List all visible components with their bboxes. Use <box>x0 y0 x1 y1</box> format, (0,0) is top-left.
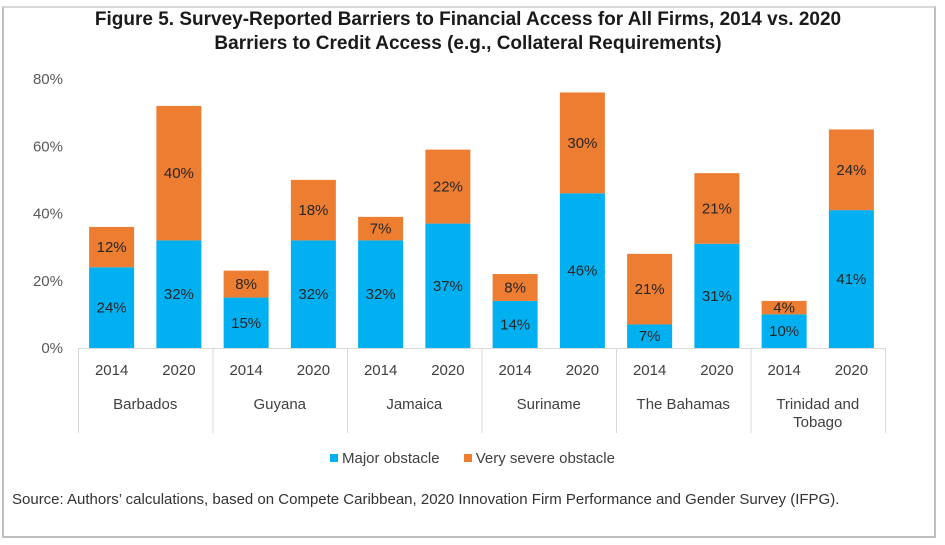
bar-major-obstacle-suriname-2014 <box>492 300 538 348</box>
bar-very-severe-obstacle-the-bahamas-2020 <box>694 173 740 244</box>
bar-very-severe-obstacle-trinidad-and-tobago-2014 <box>761 300 807 315</box>
data-label: 41% <box>836 271 866 288</box>
bar-very-severe-obstacle-jamaica-2014 <box>358 216 404 241</box>
bar-very-severe-obstacle-jamaica-2020 <box>425 149 471 224</box>
bar-major-obstacle-the-bahamas-2014 <box>627 324 673 348</box>
bar-major-obstacle-barbados-2014 <box>89 267 135 348</box>
data-label: 10% <box>769 323 799 340</box>
bar-very-severe-obstacle-suriname-2014 <box>492 274 538 301</box>
x-group-label: Tobago <box>793 414 842 431</box>
x-tick-label-year: 2020 <box>297 362 330 379</box>
data-label: 24% <box>836 162 866 179</box>
x-group-label: Guyana <box>253 396 306 413</box>
data-label: 4% <box>773 300 795 317</box>
chart-subtitle: Barriers to Credit Access (e.g., Collate… <box>214 33 722 54</box>
bar-major-obstacle-jamaica-2020 <box>425 223 471 348</box>
bar-major-obstacle-suriname-2020 <box>559 193 605 348</box>
bar-major-obstacle-barbados-2020 <box>156 240 202 348</box>
x-group-label: The Bahamas <box>637 396 730 413</box>
data-label: 22% <box>433 179 463 196</box>
legend-swatch-major-obstacle <box>330 454 339 462</box>
bar-major-obstacle-guyana-2020 <box>290 240 336 348</box>
legend-swatch-very-severe-obstacle <box>463 454 472 462</box>
legend-item-very-severe-obstacle: Very severe obstacle <box>463 449 615 467</box>
source-note: Source: Authors’ calculations, based on … <box>12 491 840 508</box>
chart-title-line1: Figure 5. Survey-Reported Barriers to Fi… <box>94 9 842 30</box>
y-tick-label: 40% <box>33 206 63 223</box>
bar-very-severe-obstacle-guyana-2014 <box>223 270 269 298</box>
data-label: 7% <box>639 328 661 345</box>
chart-title: Figure 5. Survey-Reported Barriers to Fi… <box>0 8 936 56</box>
bar-very-severe-obstacle-barbados-2014 <box>89 226 135 268</box>
data-label: 8% <box>235 276 257 293</box>
data-label: 8% <box>504 279 526 296</box>
x-tick-label-year: 2014 <box>767 362 800 379</box>
bar-major-obstacle-trinidad-and-tobago-2014 <box>761 314 807 348</box>
data-label: 32% <box>298 286 328 303</box>
x-group-label: Suriname <box>517 396 581 413</box>
x-group-label: Trinidad and <box>776 396 859 413</box>
x-tick-label-year: 2014 <box>498 362 531 379</box>
x-tick-label-year: 2020 <box>700 362 733 379</box>
bar-very-severe-obstacle-guyana-2020 <box>290 179 336 241</box>
data-label: 12% <box>97 239 127 256</box>
x-tick-label-year: 2014 <box>633 362 666 379</box>
data-label: 18% <box>298 202 328 219</box>
bar-major-obstacle-trinidad-and-tobago-2020 <box>828 210 874 348</box>
x-tick-label-year: 2020 <box>835 362 868 379</box>
data-label: 21% <box>702 200 732 217</box>
y-tick-label: 80% <box>33 71 63 88</box>
y-axis: 0% 20% 40% 60% 80% <box>33 71 63 357</box>
x-tick-label-year: 2014 <box>229 362 262 379</box>
x-tick-label-year: 2020 <box>162 362 195 379</box>
bar-major-obstacle-the-bahamas-2020 <box>694 243 740 348</box>
data-label: 30% <box>567 135 597 152</box>
x-group-label: Barbados <box>113 396 177 413</box>
x-tick-label-year: 2020 <box>431 362 464 379</box>
data-label: 46% <box>567 263 597 280</box>
data-label: 7% <box>370 221 392 238</box>
data-label: 31% <box>702 288 732 305</box>
bar-very-severe-obstacle-trinidad-and-tobago-2020 <box>828 129 874 211</box>
legend-label-major-obstacle: Major obstacle <box>342 449 440 467</box>
bar-major-obstacle-guyana-2014 <box>223 297 269 348</box>
data-label: 15% <box>231 315 261 332</box>
data-label: 40% <box>164 165 194 182</box>
data-label: 37% <box>433 278 463 295</box>
legend: Major obstacle Very severe obstacle <box>0 449 945 467</box>
x-tick-label-year: 2014 <box>95 362 128 379</box>
bars: 24% 12% 32% 40% 15% 8% 32% 18% 32% 7% 37% 22% 14% 8% 4… <box>89 92 874 348</box>
y-tick-label: 0% <box>41 340 63 357</box>
data-label: 21% <box>635 281 665 298</box>
data-label: 14% <box>500 316 530 333</box>
bar-very-severe-obstacle-the-bahamas-2014 <box>627 253 673 325</box>
x-tick-label-year: 2020 <box>566 362 599 379</box>
x-axis: 2014 2020 Barbados 2014 2020 Guyana 2014 2020 Ja… <box>78 348 886 433</box>
bar-very-severe-obstacle-suriname-2020 <box>559 92 605 194</box>
bar-very-severe-obstacle-barbados-2020 <box>156 105 202 241</box>
x-group-label: Jamaica <box>386 396 443 413</box>
y-tick-label: 20% <box>33 273 63 290</box>
x-tick-label-year: 2014 <box>364 362 397 379</box>
bar-major-obstacle-jamaica-2014 <box>358 240 404 348</box>
data-label: 32% <box>164 286 194 303</box>
legend-label-very-severe-obstacle: Very severe obstacle <box>475 449 615 467</box>
data-label: 32% <box>366 286 396 303</box>
y-tick-label: 60% <box>33 138 63 155</box>
data-label: 24% <box>97 300 127 317</box>
legend-item-major-obstacle: Major obstacle <box>330 450 440 467</box>
